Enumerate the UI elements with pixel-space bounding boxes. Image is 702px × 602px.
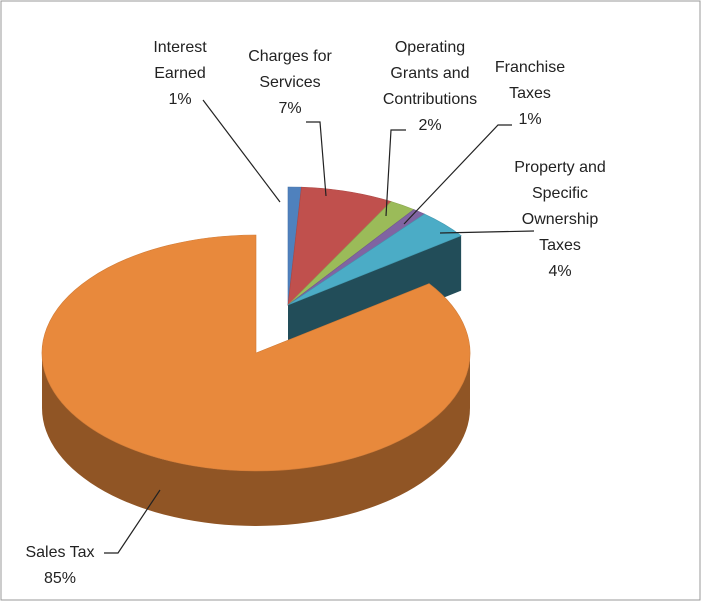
label-name: Property and Specific Ownership Taxes <box>514 159 606 254</box>
slice-side <box>42 353 470 526</box>
leader-line <box>104 489 161 554</box>
pie-slice <box>41 234 471 472</box>
label-value: 4% <box>548 263 572 280</box>
leader-line <box>385 129 406 217</box>
pie-slice <box>287 213 462 306</box>
label-value: 7% <box>278 100 302 117</box>
data-label: Charges for Services 7% <box>230 44 350 122</box>
data-label: Interest Earned 1% <box>140 35 220 113</box>
label-name: Sales Tax <box>25 544 95 561</box>
leader-line <box>439 230 535 234</box>
label-value: 85% <box>43 570 77 587</box>
label-value: 2% <box>418 117 442 134</box>
data-label: Franchise Taxes 1% <box>490 55 570 133</box>
label-name: Interest Earned <box>153 39 207 82</box>
data-label: Sales Tax 85% <box>20 540 100 592</box>
label-value: 1% <box>168 91 192 108</box>
leader-line <box>202 99 281 203</box>
data-label: Property and Specific Ownership Taxes 4% <box>500 155 620 285</box>
label-value: 1% <box>518 111 542 128</box>
leader-line <box>306 121 327 197</box>
label-name: Operating Grants and Contributions <box>382 39 478 108</box>
label-name: Franchise Taxes <box>494 59 566 102</box>
leader-line <box>403 124 512 225</box>
data-label: Operating Grants and Contributions 2% <box>370 35 490 139</box>
label-name: Charges for Services <box>248 48 332 91</box>
